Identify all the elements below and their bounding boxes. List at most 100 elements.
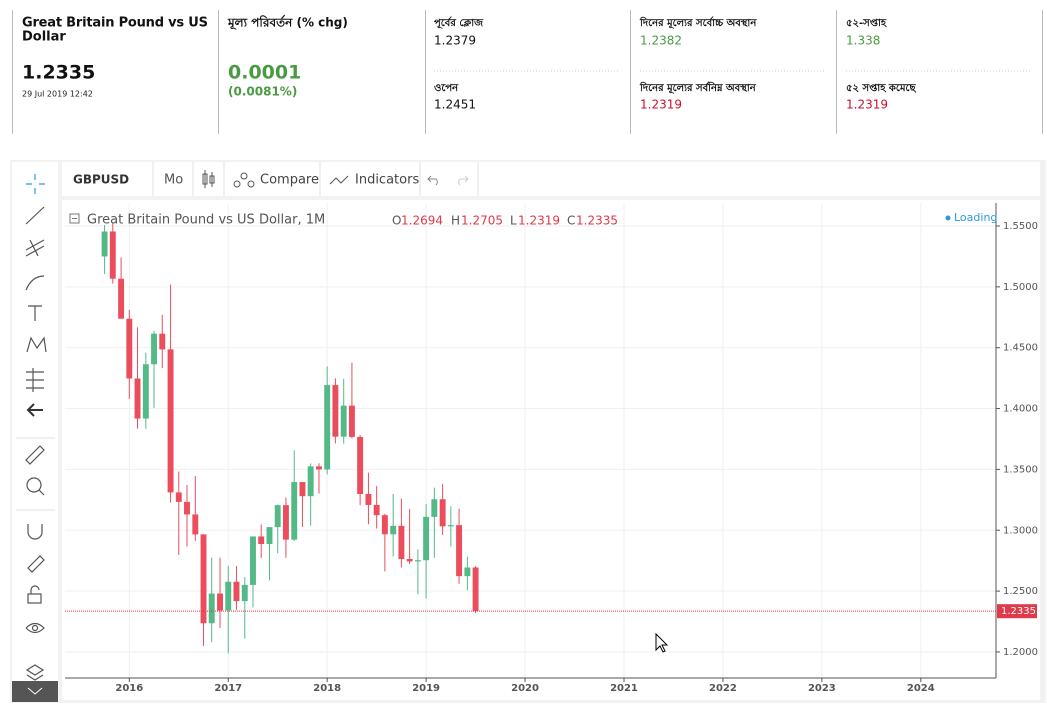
x-tick-label: 2020 — [511, 683, 539, 694]
compare-button[interactable]: Compare — [260, 173, 319, 188]
stat-value: 1.2379 — [434, 34, 476, 48]
candle-body — [282, 505, 289, 540]
candle-body — [332, 385, 339, 437]
candle-body — [101, 231, 108, 257]
candle-body — [472, 567, 479, 612]
change-label: মূল্য পরিবর্তন (% chg) — [227, 15, 348, 32]
y-tick-label: 1.3500 — [1003, 464, 1038, 475]
x-tick-label: 2024 — [907, 683, 935, 694]
y-tick-label: 1.4500 — [1003, 343, 1038, 354]
stat-value: 1.2451 — [434, 98, 476, 112]
candle-body — [291, 482, 298, 540]
header-dividers — [12, 10, 1043, 134]
stat-label: ৫২ সপ্তাহ কমেছে — [846, 83, 917, 94]
candle-body — [464, 567, 471, 577]
redo[interactable] — [458, 175, 469, 186]
candle-body — [299, 482, 306, 497]
candle-body — [414, 560, 421, 562]
last-price-tag — [997, 604, 1037, 619]
stat-label: ওপেন — [434, 83, 459, 94]
candle-body — [274, 505, 281, 528]
compare-icon[interactable] — [233, 172, 255, 188]
series-title: Great Britain Pound vs US Dollar, 1M — [87, 213, 325, 228]
candle-body — [307, 466, 314, 497]
candle-body — [406, 558, 413, 562]
candle-body — [151, 333, 157, 365]
candle-body — [175, 492, 182, 502]
y-tick-label: 1.5500 — [1003, 221, 1038, 232]
candle-body — [348, 405, 355, 437]
y-tick-label: 1.4000 — [1003, 404, 1038, 415]
candle-body — [447, 525, 454, 527]
toolbar-separators — [152, 162, 479, 196]
candle-body — [118, 278, 125, 319]
candle-body — [357, 436, 364, 494]
last-price-label: 1.2335 — [1001, 606, 1036, 617]
header-bg — [0, 0, 1047, 140]
last-price: 1.2335 — [22, 62, 95, 84]
indicators-icon[interactable] — [329, 175, 349, 185]
x-tick-label: 2022 — [709, 683, 737, 694]
candle-body — [373, 504, 380, 516]
candle-body — [126, 318, 133, 379]
stat-label: দিনের মূল্যের সর্বোচ্চ অবস্থান — [639, 16, 757, 30]
indicators-button[interactable]: Indicators — [355, 173, 419, 188]
legend-ohlc: O 1.2694 H 1.2705 L 1.2319 C 1.2335 — [392, 214, 618, 228]
candle-body — [217, 593, 223, 611]
legend-value: 1.2694 — [401, 214, 443, 228]
candle-body — [340, 405, 347, 437]
candle-body — [134, 378, 141, 419]
candle-body — [456, 525, 463, 577]
undo[interactable] — [427, 175, 438, 186]
legend-value: 1.2319 — [518, 214, 560, 228]
candle-body — [142, 364, 149, 419]
legend-key: O — [392, 214, 401, 228]
interval[interactable]: Mo — [164, 173, 183, 188]
plot: 1.2000 1.2500 1.3000 1.3500 1.4000 1.4500 1.50… — [65, 203, 1038, 694]
stat-value: 1.2382 — [640, 34, 682, 48]
candle-body — [398, 525, 405, 559]
candle-body — [192, 514, 199, 535]
x-tick-label: 2017 — [214, 683, 242, 694]
candle-body — [365, 493, 372, 505]
stat-value: 1.338 — [846, 34, 880, 48]
candle-body — [109, 231, 116, 279]
loading-dot — [945, 215, 951, 221]
stat-label: দিনের মূল্যের সর্বনিম্ন অবস্থান — [639, 81, 757, 95]
drawing-toolbar — [12, 162, 58, 702]
x-tick-label: 2018 — [313, 683, 341, 694]
instrument-title-1: Great Britain Pound vs US — [22, 16, 208, 31]
x-tick-label: 2023 — [808, 683, 836, 694]
loading-status: Loading — [954, 211, 997, 224]
collapse-legend[interactable] — [69, 213, 80, 224]
candle-body — [381, 515, 388, 535]
legend-key: H — [451, 214, 460, 228]
stat-value: 1.2319 — [640, 98, 682, 112]
candle-body — [241, 584, 248, 602]
chart-type-icon[interactable] — [202, 170, 215, 188]
candle-body — [258, 536, 265, 545]
candle-body — [159, 333, 166, 350]
candle-body — [233, 581, 240, 602]
candle-body — [423, 516, 430, 561]
candle-body — [250, 536, 256, 585]
candle-body — [316, 466, 322, 470]
legend-key: L — [510, 214, 517, 228]
x-tick-label: 2021 — [610, 683, 638, 694]
candle-body — [184, 501, 190, 515]
y-tick-label: 1.3000 — [1003, 525, 1038, 536]
change: 0.0001 — [228, 62, 301, 84]
drawing-tools[interactable] — [25, 174, 47, 681]
top-toolbar — [62, 162, 1040, 196]
legend-value: 1.2335 — [576, 214, 618, 228]
symbol[interactable]: GBPUSD — [73, 173, 129, 187]
candle-body — [208, 593, 215, 624]
y-tick-label: 1.5000 — [1003, 282, 1038, 293]
candle-body — [225, 581, 232, 611]
candle-body — [431, 499, 438, 517]
y-tick-label: 1.2000 — [1003, 647, 1038, 658]
collapse-button[interactable] — [12, 681, 58, 702]
change-pct: (0.0081%) — [228, 85, 297, 99]
